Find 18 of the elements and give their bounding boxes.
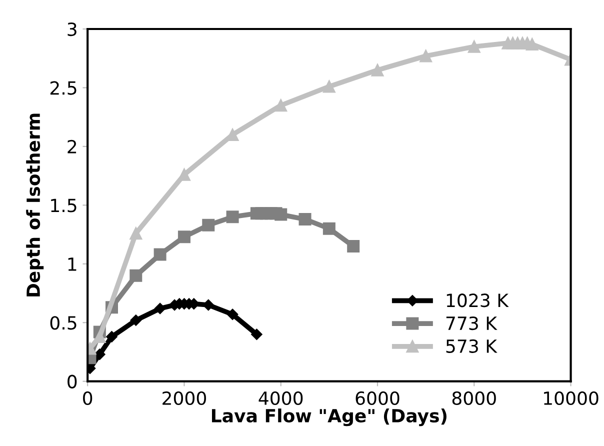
x-tick-label: 2000 bbox=[162, 391, 206, 406]
legend-label: 573 K bbox=[446, 339, 498, 353]
y-tick-label: 1 bbox=[68, 258, 76, 271]
y-tick-label: 0.5 bbox=[50, 316, 76, 330]
y-tick-label: 1.5 bbox=[51, 198, 76, 212]
y-tick-label: 2.5 bbox=[50, 81, 76, 95]
x-tick-label: 0 bbox=[83, 391, 92, 406]
legend-label: 773 K bbox=[446, 316, 498, 330]
x-tick-label: 6000 bbox=[356, 391, 400, 406]
x-tick-label: 10000 bbox=[544, 391, 598, 406]
x-tick-label: 8000 bbox=[452, 391, 496, 406]
legend-label: 1023 K bbox=[446, 294, 509, 308]
x-axis-title: Lava Flow "Age" (Days) bbox=[212, 408, 446, 426]
y-tick-label: 0 bbox=[68, 374, 77, 388]
x-tick-label: 4000 bbox=[258, 391, 303, 406]
y-tick-label: 3 bbox=[68, 22, 76, 36]
y-tick-label: 2 bbox=[68, 140, 76, 154]
y-axis-title: Depth of Isotherm bbox=[26, 114, 44, 296]
